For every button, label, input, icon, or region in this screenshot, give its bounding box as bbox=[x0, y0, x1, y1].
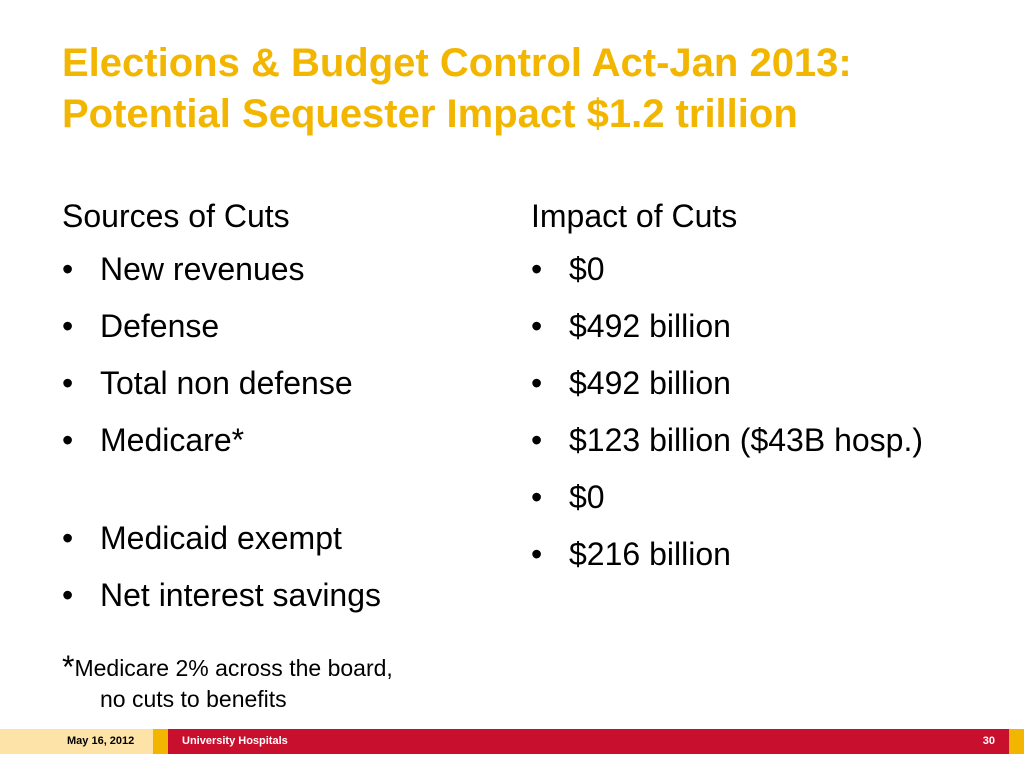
bullet-icon: • bbox=[62, 422, 74, 458]
bullet-icon: • bbox=[531, 536, 543, 572]
slide-title: Elections & Budget Control Act-Jan 2013:… bbox=[62, 38, 992, 140]
bullet-icon: • bbox=[62, 577, 74, 613]
source-net-interest-savings: Net interest savings bbox=[100, 577, 382, 613]
bullet-icon: • bbox=[531, 479, 543, 515]
footnote-line1: Medicare 2% across the board, bbox=[74, 655, 393, 681]
impact-column: Impact of Cuts • $0 • $492 billion • $492 b… bbox=[531, 192, 971, 590]
bullet-icon: • bbox=[62, 308, 74, 344]
footer-org-bar: University Hospitals 30 bbox=[153, 729, 1024, 754]
list-item: • $216 billion bbox=[531, 533, 971, 575]
sources-list: • New revenues • Defense • Total non defens… bbox=[62, 248, 492, 616]
footer-org-inner: University Hospitals 30 bbox=[168, 729, 1009, 754]
list-item: • $492 billion bbox=[531, 305, 971, 347]
impact-total-non-defense: $492 billion bbox=[569, 365, 731, 401]
list-item: • Net interest savings bbox=[62, 574, 492, 616]
bullet-icon: • bbox=[531, 308, 543, 344]
list-item: • $0 bbox=[531, 476, 971, 518]
list-item: • Defense bbox=[62, 305, 492, 347]
list-item: • Total non defense bbox=[62, 362, 492, 404]
slide-title-line1: Elections & Budget Control Act-Jan 2013: bbox=[62, 41, 852, 85]
sources-heading: Sources of Cuts bbox=[62, 198, 290, 234]
list-item: • $492 billion bbox=[531, 362, 971, 404]
source-new-revenues: New revenues bbox=[100, 251, 305, 287]
impact-new-revenues: $0 bbox=[569, 251, 605, 287]
footer-date-box: May 16, 2012 bbox=[0, 729, 153, 754]
footer-organization: University Hospitals bbox=[182, 735, 288, 747]
bullet-icon: • bbox=[531, 251, 543, 287]
impact-list: • $0 • $492 billion • $492 billion • $123 bi… bbox=[531, 248, 971, 575]
impact-defense: $492 billion bbox=[569, 308, 731, 344]
impact-medicaid: $0 bbox=[569, 479, 605, 515]
bullet-icon: • bbox=[531, 365, 543, 401]
list-item: • New revenues bbox=[62, 248, 492, 290]
source-total-non-defense: Total non defense bbox=[100, 365, 353, 401]
slide-title-line2: Potential Sequester Impact $1.2 trillion bbox=[62, 92, 798, 136]
bullet-icon: • bbox=[62, 520, 74, 556]
bullet-icon: • bbox=[62, 251, 74, 287]
source-medicare: Medicare* bbox=[100, 422, 245, 458]
bullet-icon: • bbox=[62, 365, 74, 401]
footer-date: May 16, 2012 bbox=[67, 735, 135, 747]
list-item: • Medicaid exempt bbox=[62, 517, 492, 559]
list-item: • $0 bbox=[531, 248, 971, 290]
footer-page-number: 30 bbox=[982, 735, 995, 747]
bullet-icon: • bbox=[531, 422, 543, 458]
medicare-footnote: *Medicare 2% across the board, no cuts t… bbox=[62, 649, 502, 715]
source-defense: Defense bbox=[100, 308, 220, 344]
impact-net-interest: $216 billion bbox=[569, 536, 731, 572]
list-item: • Medicare* bbox=[62, 419, 492, 461]
footnote-asterisk: * bbox=[62, 649, 75, 685]
sources-column: Sources of Cuts • New revenues • Defense •… bbox=[62, 192, 492, 631]
impact-heading: Impact of Cuts bbox=[531, 198, 738, 234]
footnote-line2: no cuts to benefits bbox=[100, 686, 287, 712]
list-item: • $123 billion ($43B hosp.) bbox=[531, 419, 971, 461]
impact-medicare: $123 billion ($43B hosp.) bbox=[569, 422, 924, 458]
source-medicaid-exempt: Medicaid exempt bbox=[100, 520, 342, 556]
slide-footer: May 16, 2012 University Hospitals 30 bbox=[0, 729, 1024, 754]
